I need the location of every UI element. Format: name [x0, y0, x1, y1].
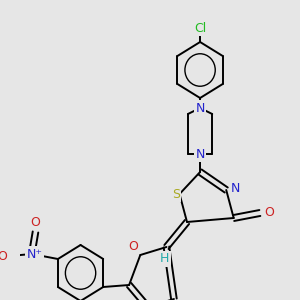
- Text: N⁺: N⁺: [27, 248, 43, 260]
- Text: O: O: [0, 250, 7, 262]
- Text: N: N: [231, 182, 240, 194]
- Text: N: N: [195, 101, 205, 115]
- Text: O: O: [128, 241, 138, 254]
- Text: O: O: [264, 206, 274, 220]
- Text: S: S: [172, 188, 180, 200]
- Text: N: N: [195, 148, 205, 160]
- Text: H: H: [160, 253, 169, 266]
- Text: Cl: Cl: [194, 22, 206, 34]
- Text: O: O: [31, 215, 40, 229]
